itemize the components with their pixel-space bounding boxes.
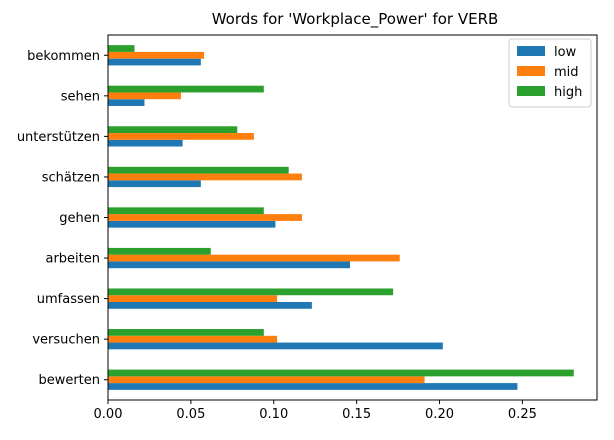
bar-low-gehen <box>108 220 276 228</box>
legend-label-high: high <box>554 85 582 100</box>
bar-low-sehen <box>108 99 145 106</box>
legend-swatch-mid <box>517 66 545 76</box>
bar-low-umfassen <box>108 301 312 309</box>
legend: low mid high <box>508 38 592 108</box>
x-tick-label: 0.15 <box>342 407 371 422</box>
y-tick-label: umfassen <box>37 292 100 307</box>
x-tick-label: 0.10 <box>259 407 288 422</box>
bar-high-sehen <box>108 85 264 93</box>
bar-high-gehen <box>108 207 264 215</box>
x-tick-label: 0.00 <box>94 407 123 422</box>
bar-mid-schätzen <box>108 173 302 181</box>
y-tick-label: arbeiten <box>45 252 100 267</box>
bar-high-umfassen <box>108 288 394 296</box>
y-tick-label: sehen <box>61 89 100 104</box>
bar-low-versuchen <box>108 342 443 350</box>
legend-swatch-low <box>517 46 545 56</box>
bar-low-unterstützen <box>108 139 183 147</box>
bar-high-unterstützen <box>108 126 238 134</box>
y-tick-label: bewerten <box>38 373 100 388</box>
legend-label-mid: mid <box>554 65 579 80</box>
y-tick-label: schätzen <box>42 170 100 185</box>
bar-high-bekommen <box>108 45 135 52</box>
bar-mid-umfassen <box>108 295 278 302</box>
y-tick-label: bekommen <box>27 49 100 64</box>
x-tick-label: 0.20 <box>425 407 454 422</box>
bar-mid-sehen <box>108 92 181 100</box>
legend-swatch-high <box>517 86 545 96</box>
axes-layer: 0.00 0.05 0.10 0.15 0.20 0.25 bewerten versuche… <box>17 34 598 422</box>
bar-high-bewerten <box>108 369 574 377</box>
bar-low-bewerten <box>108 383 518 390</box>
bar-mid-bekommen <box>108 51 205 59</box>
bar-mid-versuchen <box>108 335 278 343</box>
bar-high-versuchen <box>108 329 264 336</box>
bar-low-bekommen <box>108 58 201 66</box>
y-tick-label: unterstützen <box>17 130 100 145</box>
bar-mid-gehen <box>108 214 302 221</box>
bar-high-arbeiten <box>108 247 211 255</box>
bar-mid-unterstützen <box>108 133 254 140</box>
bar-high-schätzen <box>108 166 289 174</box>
bar-mid-arbeiten <box>108 254 400 262</box>
bar-mid-bewerten <box>108 376 425 384</box>
legend-label-low: low <box>554 45 577 60</box>
x-tick-label: 0.05 <box>176 407 205 422</box>
bars-layer <box>108 45 574 390</box>
bar-low-arbeiten <box>108 261 351 269</box>
bar-low-schätzen <box>108 180 201 188</box>
y-tick-label: versuchen <box>32 333 100 348</box>
y-tick-label: gehen <box>59 211 100 226</box>
chart-title: Words for 'Workplace_Power' for VERB <box>212 10 499 29</box>
x-tick-label: 0.25 <box>508 407 537 422</box>
